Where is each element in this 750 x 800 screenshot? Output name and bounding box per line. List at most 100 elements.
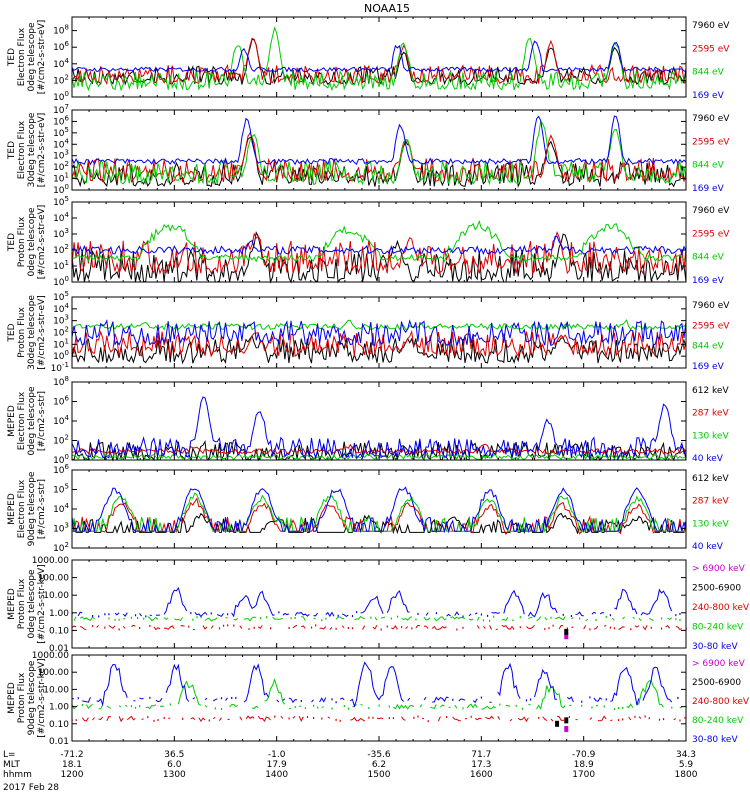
series-trace bbox=[583, 625, 587, 630]
y-tick-label: 101 bbox=[53, 337, 69, 350]
series-844-ev bbox=[71, 120, 687, 186]
y-axis-label: [#/cm2-s-str-eV] bbox=[37, 205, 47, 280]
series-trace bbox=[591, 611, 597, 615]
series-trace bbox=[81, 717, 89, 722]
series-trace bbox=[423, 696, 427, 701]
series-dot bbox=[462, 615, 464, 618]
series-7960-ev bbox=[71, 136, 687, 188]
series-trace bbox=[180, 625, 185, 627]
series-trace bbox=[503, 589, 525, 615]
series-dot bbox=[622, 718, 624, 721]
series-trace bbox=[339, 697, 345, 701]
series-844-ev bbox=[71, 26, 687, 92]
series-dot bbox=[550, 616, 552, 619]
series-dot bbox=[139, 626, 141, 629]
series-30-80-kev bbox=[71, 586, 681, 618]
series-trace bbox=[71, 219, 687, 263]
y-tick-label: 1000.00 bbox=[32, 651, 69, 661]
y-axis-label: TED bbox=[7, 48, 17, 67]
series-dot bbox=[456, 628, 458, 631]
series-dot bbox=[519, 626, 521, 629]
series-dot bbox=[143, 617, 145, 620]
series-trace bbox=[407, 697, 411, 702]
series-dot bbox=[617, 719, 620, 722]
y-tick-label: 104 bbox=[53, 302, 69, 315]
panel-5: 100 102 104 106 108 MEPED Electron Flux 0deg te… bbox=[7, 375, 729, 466]
series-trace bbox=[391, 624, 398, 630]
series-trace bbox=[464, 717, 468, 720]
series-trace bbox=[139, 613, 142, 617]
series-dot bbox=[452, 698, 454, 701]
legend-label: 130 keV bbox=[692, 431, 729, 441]
series-dot bbox=[145, 615, 147, 618]
series-dot bbox=[417, 715, 419, 718]
series-trace bbox=[589, 717, 593, 720]
y-tick-label: 105 bbox=[53, 126, 69, 139]
y-tick-label: 10.00 bbox=[43, 591, 69, 601]
series-trace bbox=[71, 37, 687, 86]
series-trace bbox=[319, 697, 327, 703]
y-tick-label: 102 bbox=[53, 73, 69, 86]
series-trace bbox=[425, 612, 429, 616]
series-trace bbox=[231, 590, 275, 618]
series-marker bbox=[564, 628, 569, 635]
series-trace bbox=[534, 668, 558, 700]
series-trace bbox=[476, 616, 480, 621]
series-trace bbox=[149, 614, 152, 617]
series-trace bbox=[360, 703, 363, 706]
series-dot bbox=[108, 617, 110, 620]
series-trace bbox=[350, 717, 365, 722]
legend-label: 240-800 keV bbox=[692, 697, 750, 707]
y-tick-label: 106 bbox=[53, 40, 69, 53]
series-30-80-kev bbox=[72, 661, 679, 708]
series-dot bbox=[568, 715, 571, 718]
series-dot bbox=[310, 626, 313, 629]
y-axis-label: Electron Flux bbox=[17, 120, 27, 179]
series-dot bbox=[104, 626, 106, 629]
series-dot bbox=[427, 720, 429, 723]
series-dot bbox=[486, 614, 489, 617]
series-trace bbox=[108, 625, 116, 629]
series-trace bbox=[593, 625, 599, 630]
y-tick-label: 10.00 bbox=[43, 685, 69, 695]
series-trace bbox=[571, 626, 574, 628]
series-dot bbox=[630, 628, 632, 631]
series-dot bbox=[290, 617, 292, 620]
y-tick-label: 1.00 bbox=[49, 609, 69, 619]
legend-label: 2595 eV bbox=[692, 321, 730, 331]
series-trace bbox=[483, 626, 486, 629]
legend-label: 169 eV bbox=[692, 184, 725, 194]
series-trace bbox=[501, 624, 515, 630]
series-trace bbox=[210, 625, 214, 629]
series-dot bbox=[325, 617, 327, 620]
series-trace bbox=[489, 625, 493, 630]
series-trace bbox=[405, 626, 409, 630]
series-trace bbox=[474, 717, 482, 721]
series-trace bbox=[147, 616, 159, 622]
series-dot bbox=[274, 715, 276, 718]
y-tick-label: 102 bbox=[53, 243, 69, 256]
series-dot bbox=[650, 626, 652, 629]
y-tick-label: 108 bbox=[53, 375, 69, 388]
y-tick-label: 106 bbox=[53, 114, 69, 127]
panel-7: 0.01 0.10 1.00 10.00 100.00 1000.00 MEPED Proto… bbox=[7, 556, 750, 654]
series-trace bbox=[71, 115, 687, 166]
legend-label: 169 eV bbox=[692, 276, 725, 286]
series-trace bbox=[386, 590, 410, 614]
series-trace bbox=[350, 661, 404, 708]
series-2595-ev bbox=[71, 231, 687, 276]
series-trace bbox=[243, 616, 257, 622]
series-trace bbox=[528, 616, 533, 620]
chart-title: NOAA15 bbox=[364, 2, 410, 15]
y-axis-label: Proton Flux bbox=[17, 672, 27, 723]
series-dot bbox=[347, 707, 349, 710]
y-axis-label: TED bbox=[7, 233, 17, 252]
series-dot bbox=[294, 616, 296, 619]
series-trace bbox=[202, 625, 208, 630]
series-dot bbox=[589, 696, 591, 699]
series-2595-ev bbox=[71, 131, 687, 184]
series-trace bbox=[419, 704, 423, 708]
series-dot bbox=[222, 624, 225, 627]
series-dot bbox=[677, 696, 679, 699]
